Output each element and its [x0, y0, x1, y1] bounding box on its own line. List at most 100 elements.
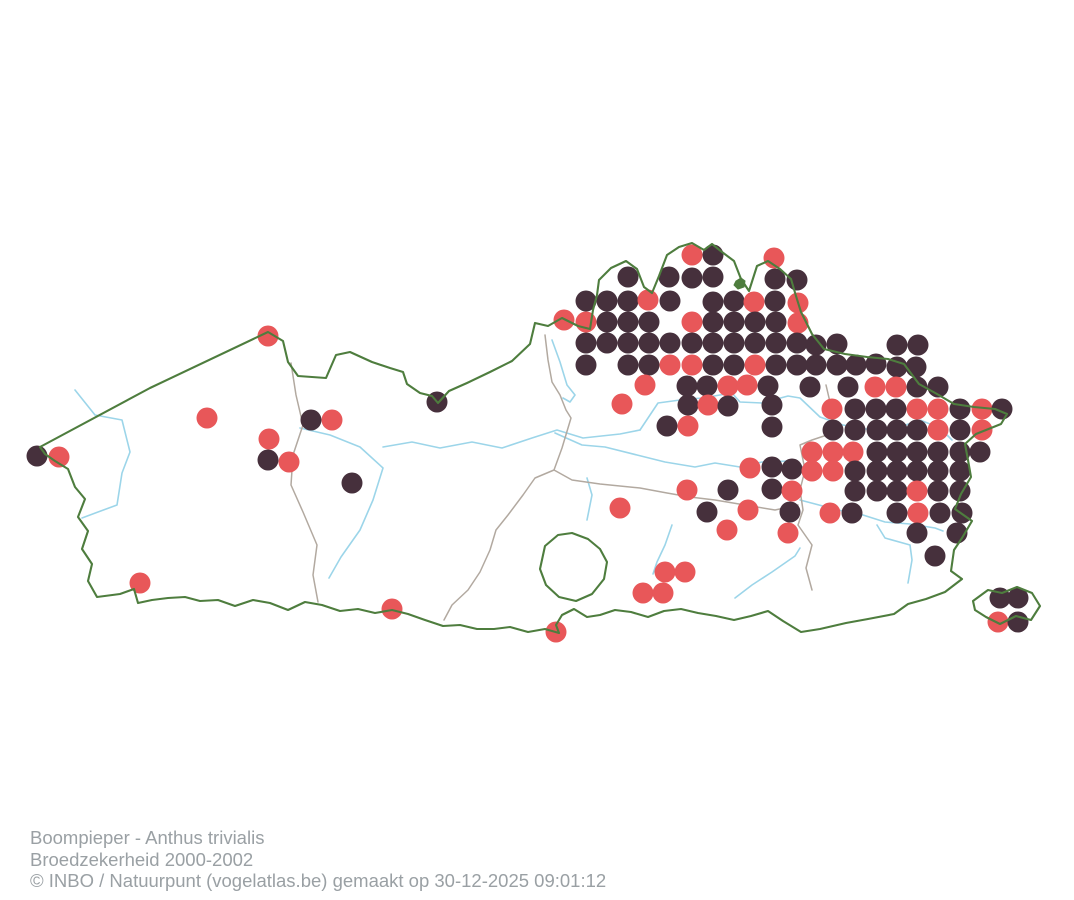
atlas-dot [971, 419, 993, 441]
atlas-dot [257, 449, 279, 471]
atlas-dot [786, 269, 808, 291]
atlas-dot [826, 333, 848, 355]
atlas-dot [638, 311, 660, 333]
atlas-dot [638, 354, 660, 376]
atlas-dot [764, 268, 786, 290]
atlas-dot [865, 398, 887, 420]
atlas-dot [696, 375, 718, 397]
border-eastflanders-brabant-south [443, 469, 555, 621]
atlas-dot [676, 375, 698, 397]
atlas-dot [821, 398, 843, 420]
map-copyright: © INBO / Natuurpunt (vogelatlas.be) gema… [30, 870, 607, 891]
atlas-dots-layer [26, 244, 1029, 643]
atlas-dot [786, 354, 808, 376]
atlas-dot [652, 582, 674, 604]
atlas-dot [779, 501, 801, 523]
province-borders-layer [290, 334, 834, 621]
atlas-dot [906, 522, 928, 544]
atlas-dot [822, 419, 844, 441]
atlas-dot [637, 289, 659, 311]
atlas-dot [866, 441, 888, 463]
atlas-dot [654, 561, 676, 583]
atlas-dot [761, 456, 783, 478]
atlas-dot [674, 561, 696, 583]
atlas-dot [949, 460, 971, 482]
atlas-dot [617, 290, 639, 312]
atlas-dot [801, 460, 823, 482]
atlas-dot [596, 332, 618, 354]
river-ghent-branch [299, 427, 384, 579]
atlas-dot [658, 266, 680, 288]
atlas-dot [1007, 587, 1029, 609]
atlas-dot [763, 247, 785, 269]
atlas-dot [826, 354, 848, 376]
river-zenne [652, 524, 673, 575]
atlas-dot [907, 334, 929, 356]
atlas-dot [717, 479, 739, 501]
baarle-enclave-blob [733, 277, 746, 290]
atlas-dot [737, 499, 759, 521]
atlas-dot [885, 398, 907, 420]
atlas-dot [886, 334, 908, 356]
atlas-dot [906, 398, 928, 420]
atlas-dot [924, 545, 946, 567]
atlas-dot [886, 356, 908, 378]
atlas-dot [702, 332, 724, 354]
atlas-dot [842, 441, 864, 463]
flanders-outline [38, 241, 1009, 635]
atlas-dot [929, 502, 951, 524]
atlas-dot [886, 419, 908, 441]
atlas-dot [786, 332, 808, 354]
atlas-dot [681, 332, 703, 354]
atlas-dot [681, 311, 703, 333]
atlas-dot [819, 502, 841, 524]
voeren-enclave-outline [971, 585, 1042, 626]
river-coast-canal [551, 339, 576, 403]
atlas-dot [927, 398, 949, 420]
atlas-dot [696, 501, 718, 523]
atlas-dot [799, 376, 821, 398]
atlas-dot [744, 332, 766, 354]
atlas-dot [681, 244, 703, 266]
atlas-dot [659, 290, 681, 312]
atlas-dot [739, 457, 761, 479]
atlas-dot [765, 332, 787, 354]
atlas-dot [659, 332, 681, 354]
atlas-dot [777, 522, 799, 544]
atlas-dot [48, 446, 70, 468]
atlas-dot [723, 332, 745, 354]
atlas-dot [844, 398, 866, 420]
atlas-dot [907, 502, 929, 524]
atlas-dot [886, 441, 908, 463]
atlas-dot [781, 480, 803, 502]
atlas-dot [656, 415, 678, 437]
atlas-dot [1007, 611, 1029, 633]
atlas-dot [736, 374, 758, 396]
atlas-dot [257, 325, 279, 347]
atlas-dot [321, 409, 343, 431]
atlas-dot [949, 398, 971, 420]
atlas-dot [575, 332, 597, 354]
atlas-dot [969, 441, 991, 463]
atlas-dot [801, 441, 823, 463]
atlas-dot [596, 311, 618, 333]
atlas-dot [634, 374, 656, 396]
atlas-dot [702, 266, 724, 288]
atlas-dot [681, 267, 703, 289]
atlas-dot [617, 332, 639, 354]
atlas-dot [723, 354, 745, 376]
atlas-dot [886, 480, 908, 502]
atlas-dot [681, 354, 703, 376]
atlas-dot [822, 441, 844, 463]
river-dender-branch [586, 477, 593, 521]
atlas-dot [906, 419, 928, 441]
atlas-dot [927, 460, 949, 482]
atlas-dot [129, 572, 151, 594]
caption-block: Boompieper - Anthus trivialis Broedzeker… [30, 827, 606, 892]
atlas-dot [196, 407, 218, 429]
atlas-dot [632, 582, 654, 604]
river-ijzer [74, 389, 131, 519]
atlas-dot [927, 419, 949, 441]
atlas-dot [617, 266, 639, 288]
